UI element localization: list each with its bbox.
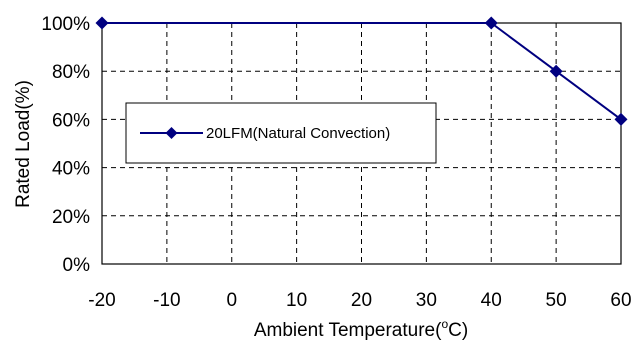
x-tick-label: 50 <box>546 290 567 311</box>
y-axis-title: Rated Load(%) <box>13 80 34 208</box>
x-tick-label: -20 <box>88 290 115 311</box>
x-tick-labels: -20 -10 0 10 20 30 40 50 60 <box>88 290 631 311</box>
legend: 20LFM(Natural Convection) <box>125 102 437 164</box>
y-tick-label: 60% <box>52 110 90 131</box>
series-layer <box>95 16 628 126</box>
y-tick-label: 100% <box>41 14 90 35</box>
x-tick-label: 10 <box>286 290 307 311</box>
y-tick-label: 20% <box>52 207 90 228</box>
x-tick-label: 30 <box>416 290 437 311</box>
y-tick-label: 80% <box>52 62 90 83</box>
x-axis-title: Ambient Temperature(oC) <box>254 317 468 341</box>
y-tick-label: 0% <box>63 255 91 276</box>
data-point-marker <box>484 16 498 30</box>
x-tick-label: -10 <box>153 290 180 311</box>
data-point-marker <box>95 16 109 30</box>
y-tick-label: 40% <box>52 159 90 180</box>
y-tick-labels: 0% 20% 40% 60% 80% 100% <box>41 14 90 276</box>
x-tick-label: 0 <box>226 290 237 311</box>
x-axis-title-unit: C) <box>448 320 468 341</box>
x-tick-label: 40 <box>481 290 502 311</box>
legend-marker <box>165 127 178 139</box>
x-tick-label: 20 <box>351 290 372 311</box>
data-point-marker <box>614 112 628 126</box>
legend-label: 20LFM(Natural Convection) <box>206 125 390 142</box>
x-tick-label: 60 <box>610 290 631 311</box>
x-axis-title-degree: o <box>441 317 448 331</box>
data-point-marker <box>549 64 563 78</box>
series-line <box>102 22 622 121</box>
